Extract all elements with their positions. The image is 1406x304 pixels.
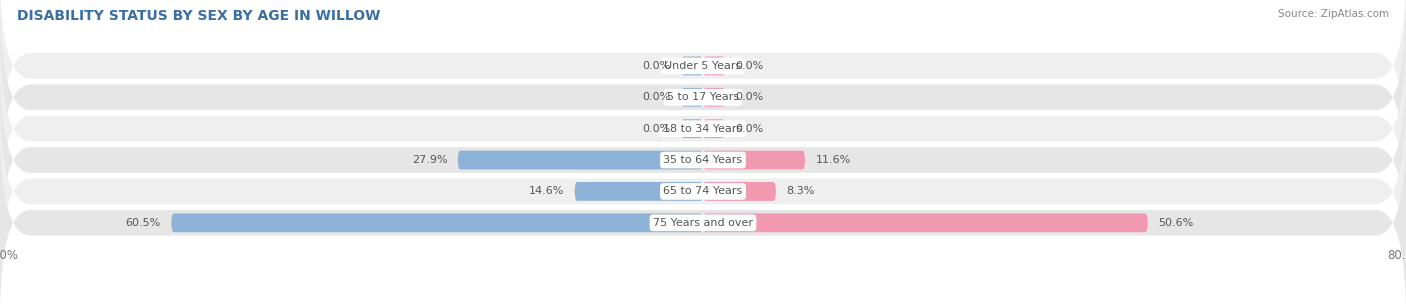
Text: 60.5%: 60.5% — [125, 218, 160, 228]
Text: 27.9%: 27.9% — [412, 155, 447, 165]
Text: 0.0%: 0.0% — [643, 61, 671, 71]
FancyBboxPatch shape — [172, 213, 703, 232]
FancyBboxPatch shape — [681, 57, 703, 75]
FancyBboxPatch shape — [0, 0, 1406, 194]
Text: 0.0%: 0.0% — [643, 124, 671, 134]
FancyBboxPatch shape — [703, 57, 725, 75]
Text: 0.0%: 0.0% — [735, 61, 763, 71]
FancyBboxPatch shape — [681, 88, 703, 107]
Text: 0.0%: 0.0% — [735, 92, 763, 102]
FancyBboxPatch shape — [0, 63, 1406, 257]
FancyBboxPatch shape — [0, 126, 1406, 304]
FancyBboxPatch shape — [575, 182, 703, 201]
FancyBboxPatch shape — [703, 88, 725, 107]
Text: Source: ZipAtlas.com: Source: ZipAtlas.com — [1278, 9, 1389, 19]
Text: 5 to 17 Years: 5 to 17 Years — [666, 92, 740, 102]
Text: 11.6%: 11.6% — [815, 155, 851, 165]
FancyBboxPatch shape — [703, 150, 804, 169]
Text: 14.6%: 14.6% — [529, 186, 564, 196]
Text: Under 5 Years: Under 5 Years — [665, 61, 741, 71]
Text: 8.3%: 8.3% — [786, 186, 815, 196]
Text: 65 to 74 Years: 65 to 74 Years — [664, 186, 742, 196]
FancyBboxPatch shape — [703, 119, 725, 138]
Text: 0.0%: 0.0% — [735, 124, 763, 134]
Text: 35 to 64 Years: 35 to 64 Years — [664, 155, 742, 165]
FancyBboxPatch shape — [703, 182, 776, 201]
FancyBboxPatch shape — [681, 119, 703, 138]
Text: DISABILITY STATUS BY SEX BY AGE IN WILLOW: DISABILITY STATUS BY SEX BY AGE IN WILLO… — [17, 9, 380, 23]
FancyBboxPatch shape — [0, 0, 1406, 163]
FancyBboxPatch shape — [703, 213, 1147, 232]
FancyBboxPatch shape — [0, 95, 1406, 288]
Text: 50.6%: 50.6% — [1159, 218, 1194, 228]
Text: 18 to 34 Years: 18 to 34 Years — [664, 124, 742, 134]
Text: 0.0%: 0.0% — [643, 92, 671, 102]
Text: 75 Years and over: 75 Years and over — [652, 218, 754, 228]
FancyBboxPatch shape — [0, 32, 1406, 226]
FancyBboxPatch shape — [458, 150, 703, 169]
